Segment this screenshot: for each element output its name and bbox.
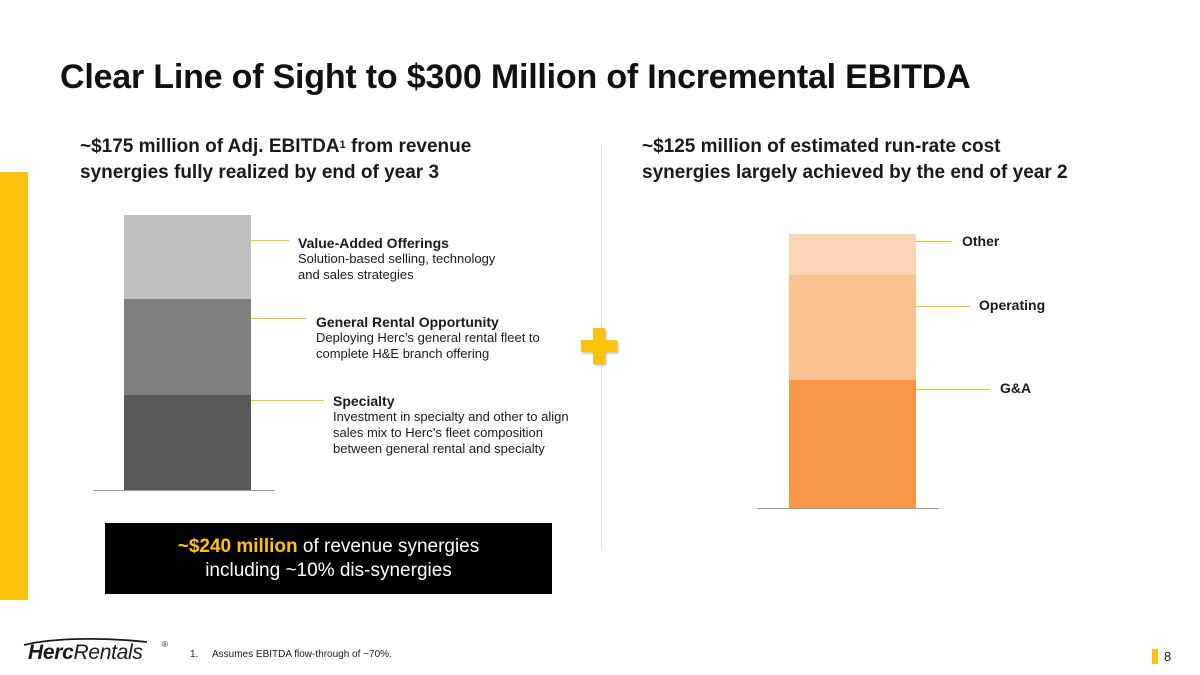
leader-line-specialty (251, 400, 324, 401)
logo-swoosh-icon (23, 637, 148, 646)
page-number: 8 (1164, 649, 1172, 664)
footnote-number: 1. (190, 649, 199, 660)
leader-line-ga (916, 389, 990, 390)
bar-segment-general-rental (124, 299, 251, 395)
logo-herc: Herc (28, 641, 74, 664)
logo-wordmark: HercRentals (28, 641, 143, 665)
page-title: Clear Line of Sight to $300 Million of I… (60, 58, 971, 96)
value-added-title: Value-Added Offerings (298, 235, 449, 251)
bar-segment-other (789, 234, 916, 275)
value-added-desc-2: and sales strategies (298, 267, 414, 282)
logo-registered-mark: ® (162, 640, 168, 649)
page-number-accent (1152, 649, 1158, 664)
leader-line-operating (916, 306, 970, 307)
general-rental-desc-1: Deploying Herc’s general rental fleet to (316, 330, 540, 345)
revenue-synergy-heading: ~$175 million of Adj. EBITDA1 from reven… (80, 134, 580, 186)
value-added-desc-1: Solution-based selling, technology (298, 251, 496, 266)
footnote: 1. Assumes EBITDA flow-through of ~70%. (190, 649, 392, 660)
footnote-ref: 1 (339, 139, 346, 151)
cost-synergy-heading: ~$125 million of estimated run-rate cost… (642, 134, 1172, 186)
cost-heading-line2: synergies largely achieved by the end of… (642, 162, 1068, 183)
specialty-title: Specialty (333, 393, 395, 409)
callout-line2: including ~10% dis-synergies (205, 559, 452, 581)
bar-segment-value-added (124, 215, 251, 299)
general-rental-desc-2: complete H&E branch offering (316, 346, 490, 361)
leader-line-general-rental (251, 318, 306, 319)
label-ga: G&A (1000, 380, 1032, 396)
label-general-rental: General Rental Opportunity Deploying Her… (316, 314, 586, 362)
cost-heading-line1: ~$125 million of estimated run-rate cost (642, 136, 1001, 157)
bar-segment-specialty (124, 395, 251, 490)
callout-line1: ~$240 million of revenue synergies (105, 535, 552, 559)
bar-segment-operating (789, 275, 916, 380)
leader-line-value-added (251, 240, 289, 241)
revenue-synergy-callout: ~$240 million of revenue synergies inclu… (105, 523, 552, 594)
revenue-heading-line1-pre: ~$175 million of Adj. EBITDA (80, 136, 340, 157)
revenue-heading-line2: synergies fully realized by end of year … (80, 162, 440, 183)
callout-line1-rest: of revenue synergies (297, 535, 480, 557)
general-rental-title: General Rental Opportunity (316, 314, 499, 330)
left-accent-bar (0, 172, 28, 600)
bar-segment-ga (789, 380, 916, 508)
specialty-desc-2: sales mix to Herc’s fleet composition (333, 425, 544, 440)
plus-icon (581, 328, 617, 364)
footnote-text: Assumes EBITDA flow-through of ~70%. (212, 649, 392, 660)
specialty-desc-3: between general rental and specialty (333, 441, 545, 456)
logo-rentals: Rentals (73, 641, 143, 664)
label-specialty: Specialty Investment in specialty and ot… (333, 393, 593, 457)
herc-rentals-logo: HercRentals ® (22, 636, 172, 666)
right-chart-baseline (757, 508, 939, 509)
label-other: Other (962, 233, 1000, 249)
leader-line-other (916, 241, 952, 242)
label-operating: Operating (979, 297, 1046, 313)
label-value-added: Value-Added Offerings Solution-based sel… (298, 235, 558, 283)
revenue-heading-line1-post: from revenue (345, 136, 472, 157)
callout-highlight: ~$240 million (177, 535, 298, 557)
left-chart-baseline (93, 490, 275, 491)
specialty-desc-1: Investment in specialty and other to ali… (333, 409, 569, 424)
